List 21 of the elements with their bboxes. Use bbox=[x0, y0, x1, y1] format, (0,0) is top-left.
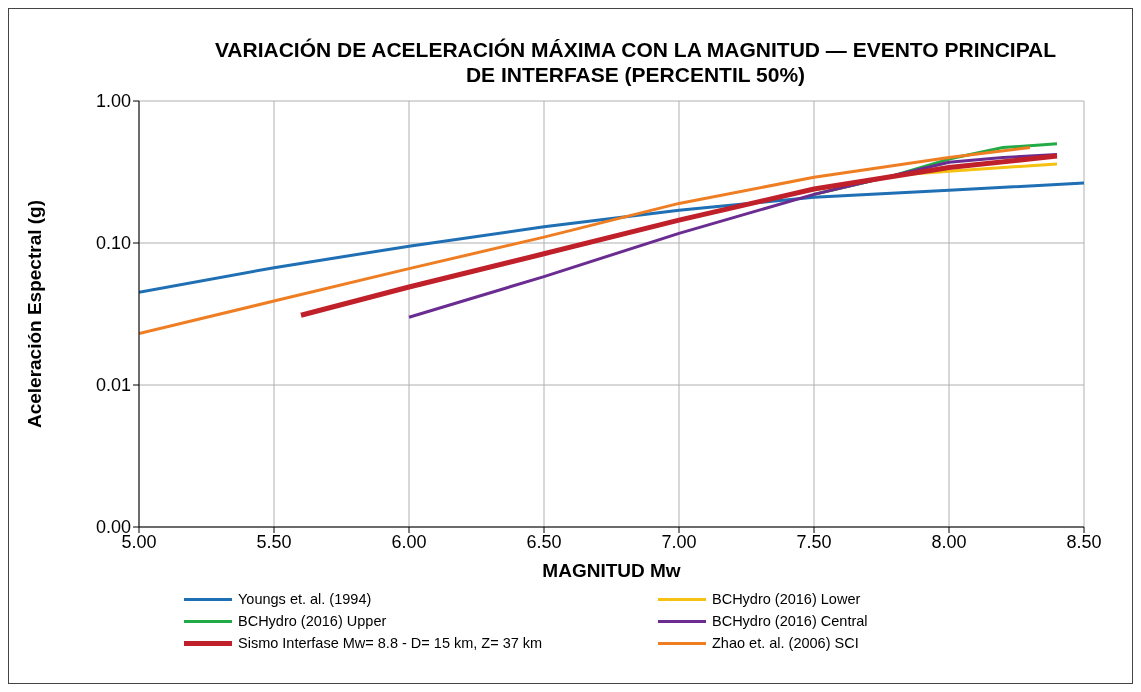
x-axis-title: MAGNITUD Mw bbox=[542, 560, 681, 581]
x-tick-label: 7.50 bbox=[796, 531, 832, 552]
x-tick-label: 5.50 bbox=[256, 531, 292, 552]
x-tick-label: 8.00 bbox=[931, 531, 967, 552]
y-axis-title: Aceleración Espectral (g) bbox=[23, 199, 45, 429]
x-tick-label: 8.50 bbox=[1066, 531, 1102, 552]
legend-label: BCHydro (2016) Central bbox=[712, 613, 868, 629]
legend-label: BCHydro (2016) Lower bbox=[712, 591, 861, 607]
x-tick-label: 6.50 bbox=[526, 531, 562, 552]
y-tick-label: 0.01 bbox=[95, 375, 131, 396]
line-series bbox=[139, 181, 1084, 294]
x-tick-label: 7.00 bbox=[661, 531, 697, 552]
y-tick-label: 1.00 bbox=[95, 91, 131, 112]
x-tick-label: 6.00 bbox=[391, 531, 427, 552]
y-tick-label: 0.10 bbox=[95, 233, 131, 254]
legend-label: Youngs et. al. (1994) bbox=[238, 591, 372, 607]
line-series bbox=[139, 146, 1032, 336]
legend-label: Zhao et. al. (2006) SCI bbox=[712, 635, 859, 651]
legend-label: Sismo Interfase Mw= 8.8 - D= 15 km, Z= 37 km bbox=[238, 635, 543, 651]
chart-title: VARIACIÓN DE ACELERACIÓN MÁXIMA CON LA MAGNITUD — EVENTO PRINCIPAL DE INTERFASE (PERCENTIL 50%) bbox=[213, 37, 1058, 87]
legend-label: BCHydro (2016) Upper bbox=[238, 613, 387, 629]
